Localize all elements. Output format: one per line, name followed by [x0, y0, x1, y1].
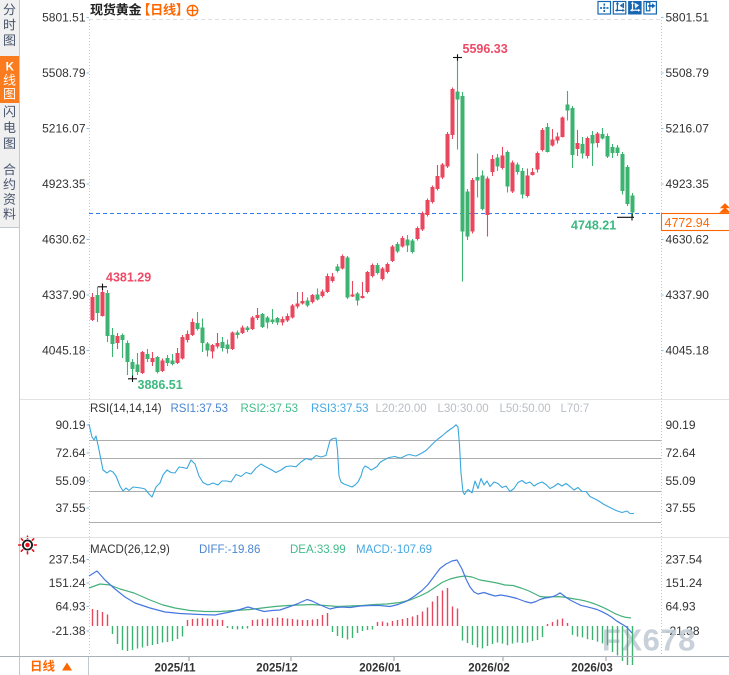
svg-text:4045.18: 4045.18 [42, 344, 86, 358]
svg-text:4381.29: 4381.29 [106, 271, 151, 285]
svg-text:2025/11: 2025/11 [155, 663, 197, 675]
svg-text:4045.18: 4045.18 [666, 344, 710, 358]
svg-text:90.19: 90.19 [55, 418, 85, 432]
svg-text:RSI3:37.53: RSI3:37.53 [311, 403, 369, 415]
svg-text:37.55: 37.55 [55, 501, 85, 515]
svg-text:RSI(14,14,14): RSI(14,14,14) [90, 403, 162, 415]
svg-text:MACD:-107.69: MACD:-107.69 [356, 544, 432, 556]
svg-text:3886.51: 3886.51 [138, 378, 183, 392]
svg-text:151.24: 151.24 [49, 576, 86, 590]
svg-text:K: K [6, 61, 15, 73]
svg-text:5596.33: 5596.33 [463, 42, 508, 56]
svg-text:4630.62: 4630.62 [42, 233, 86, 247]
svg-text:237.54: 237.54 [49, 553, 86, 567]
svg-text:4630.62: 4630.62 [666, 233, 710, 247]
svg-text:2026/02: 2026/02 [468, 663, 510, 675]
svg-text:MACD(26,12,9): MACD(26,12,9) [90, 544, 170, 556]
svg-text:4337.90: 4337.90 [42, 288, 86, 302]
svg-text:37.55: 37.55 [666, 501, 696, 515]
svg-text:L20:20.00: L20:20.00 [376, 403, 427, 415]
svg-text:FX678: FX678 [602, 623, 696, 658]
svg-text:55.09: 55.09 [666, 474, 696, 488]
svg-text:-21.38: -21.38 [666, 624, 700, 638]
svg-text:4772.94: 4772.94 [665, 216, 710, 230]
svg-text:DIFF:-19.86: DIFF:-19.86 [199, 544, 260, 556]
svg-text:5801.51: 5801.51 [666, 11, 710, 25]
svg-text:90.19: 90.19 [666, 418, 696, 432]
svg-text:4923.35: 4923.35 [666, 177, 710, 191]
svg-text:5801.51: 5801.51 [42, 11, 86, 25]
svg-text:5216.07: 5216.07 [666, 122, 710, 136]
svg-text:237.54: 237.54 [666, 553, 703, 567]
svg-text:5508.79: 5508.79 [666, 66, 710, 80]
svg-text:4748.21: 4748.21 [571, 219, 616, 233]
svg-text:RSI1:37.53: RSI1:37.53 [171, 403, 229, 415]
svg-text:2026/01: 2026/01 [359, 663, 401, 675]
svg-text:-21.38: -21.38 [51, 624, 85, 638]
svg-text:5508.79: 5508.79 [42, 66, 86, 80]
svg-text:151.24: 151.24 [666, 576, 703, 590]
svg-text:L30:30.00: L30:30.00 [438, 403, 489, 415]
svg-text:2026/03: 2026/03 [571, 663, 613, 675]
svg-text:2025/12: 2025/12 [256, 663, 298, 675]
svg-text:L50:50.00: L50:50.00 [500, 403, 551, 415]
svg-text:64.93: 64.93 [55, 600, 85, 614]
svg-text:RSI2:37.53: RSI2:37.53 [241, 403, 299, 415]
svg-text:55.09: 55.09 [55, 474, 85, 488]
svg-text:4337.90: 4337.90 [666, 288, 710, 302]
svg-text:L70:7: L70:7 [561, 403, 590, 415]
svg-text:64.93: 64.93 [666, 600, 696, 614]
svg-text:5216.07: 5216.07 [42, 122, 86, 136]
svg-text:72.64: 72.64 [666, 446, 696, 460]
svg-text:72.64: 72.64 [55, 446, 85, 460]
svg-text:DEA:33.99: DEA:33.99 [290, 544, 346, 556]
svg-text:4923.35: 4923.35 [42, 177, 86, 191]
